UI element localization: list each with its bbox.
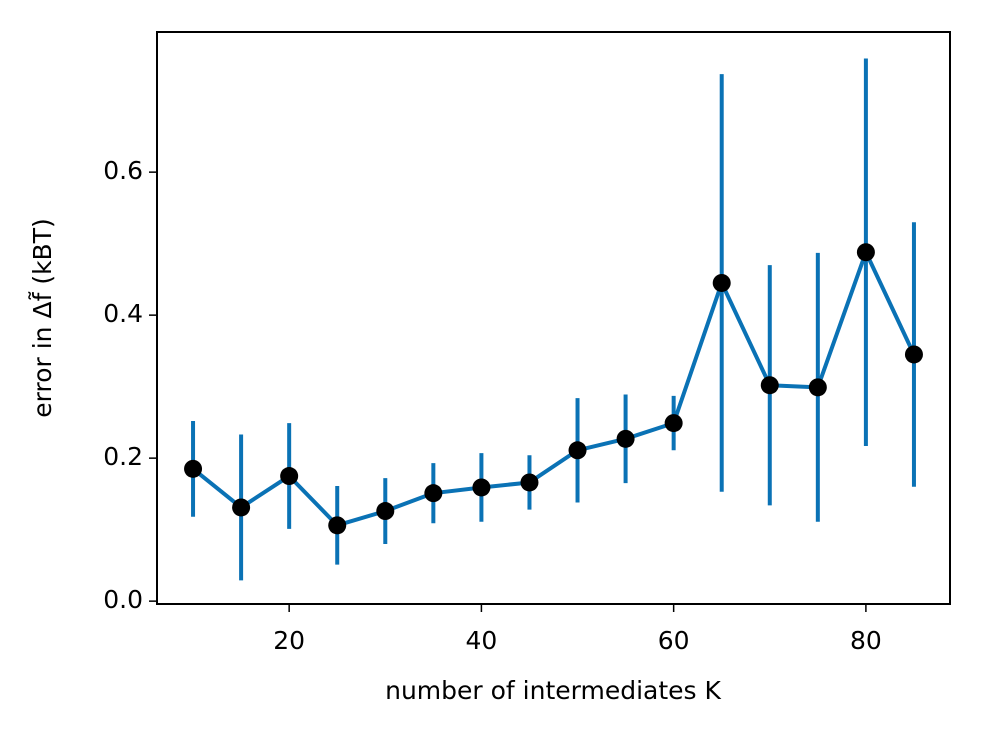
y-tick-label: 0.6: [103, 156, 143, 185]
data-point: [424, 484, 443, 503]
y-tick-label: 0.0: [103, 585, 143, 614]
data-point: [568, 441, 587, 460]
data-point: [760, 376, 779, 395]
data-point: [856, 243, 875, 262]
data-point: [616, 429, 635, 448]
x-tick-label: 80: [850, 626, 882, 655]
x-axis-label: number of intermediates K: [385, 676, 721, 705]
data-point: [664, 414, 683, 433]
data-point: [280, 467, 299, 486]
x-tick-label: 60: [658, 626, 690, 655]
data-point: [232, 498, 251, 517]
data-point: [376, 502, 395, 521]
x-tick-label: 40: [466, 626, 498, 655]
plot-frame: [156, 31, 951, 605]
data-line: [191, 250, 916, 528]
data-point: [808, 378, 827, 397]
y-tick-label: 0.4: [103, 299, 143, 328]
data-point: [712, 273, 731, 292]
data-point: [904, 345, 923, 364]
y-axis-label: error in Δf̃ (kBT): [28, 218, 57, 417]
data-point: [472, 478, 491, 497]
data-point: [328, 516, 347, 535]
x-tick-label: 20: [273, 626, 305, 655]
data-point: [520, 473, 539, 492]
data-point: [184, 459, 203, 478]
y-tick-label: 0.2: [103, 442, 143, 471]
